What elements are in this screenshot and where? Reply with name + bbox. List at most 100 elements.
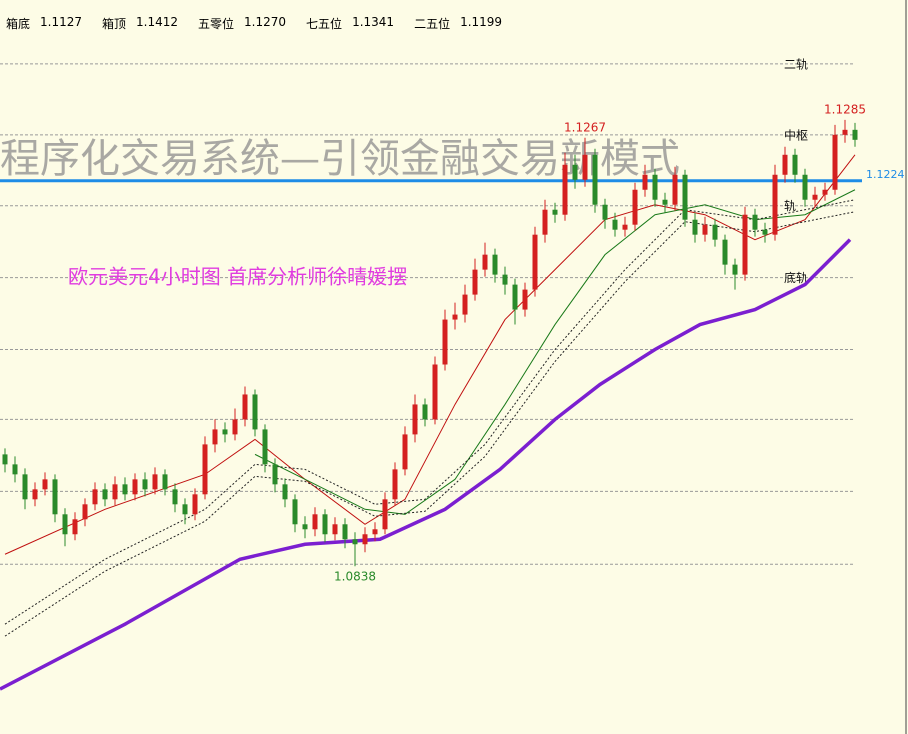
level-label: 底轨 [784,270,808,285]
candle-body [622,224,628,230]
candle-body [72,519,78,535]
candle-body [402,434,408,470]
candle-body [372,529,378,535]
header-value: 1.1127 [40,15,83,29]
candle-body [752,214,758,230]
candle-body [12,464,18,475]
candle-body [832,134,838,190]
candle-body [262,429,268,465]
candle-body [92,489,98,505]
candle-body [202,444,208,495]
candle-body [682,174,688,220]
candle-body [142,479,148,490]
indicator-line [0,238,852,691]
candle-body [222,429,228,435]
price-label: 1.1224 [866,168,905,181]
candle-body [302,524,308,530]
candle-body [342,524,348,540]
indicator-line [4,211,856,637]
candle-body [432,364,438,420]
header-value: 1.1412 [136,15,179,29]
candle-body [562,164,568,215]
candle-body [642,174,648,190]
candle-body [162,474,168,490]
candle-body [462,294,468,315]
header-label: 二五位 [414,17,451,31]
candle-body [102,489,108,500]
candle-body [252,394,258,430]
candle-body [22,474,28,500]
candle-body [192,494,198,515]
candle-body [592,154,598,205]
price-annotation: 1.1267 [564,120,606,134]
candle-body [472,269,478,295]
candle-body [612,219,618,230]
candle-body [602,204,608,220]
header-label: 五零位 [198,17,235,31]
header-value: 1.1341 [352,15,395,29]
candle-body [272,464,278,485]
candle-body [532,234,538,290]
candle-body [812,194,818,200]
candle-body [212,429,218,445]
candle-body [172,489,178,505]
header-value: 1.1270 [244,15,287,29]
header: 箱底 1.1127 箱顶 1.1412 五零位 1.1270 七五位 1.1341 二五位 1.1… [6,15,512,32]
candle-body [152,474,158,490]
candle-body [822,189,828,195]
candle-body [122,484,128,495]
candle-body [322,514,328,535]
candle-body [292,499,298,525]
candle-body [132,479,138,495]
candle-body [632,189,638,225]
candle-body [382,499,388,530]
candle-body [782,154,788,175]
candle-body [582,154,588,180]
candle-body [2,454,8,465]
candle-body [722,239,728,265]
candle-body [52,479,58,515]
candle-body [762,229,768,235]
candle-body [672,174,678,205]
candle-body [732,264,738,275]
candle-body [792,154,798,175]
candle-body [652,174,658,200]
candle-body [702,224,708,235]
candle-body [422,404,428,420]
candle-body [442,319,448,365]
level-label: 中枢 [784,127,808,142]
candle-body [492,254,498,275]
candle-body [502,274,508,285]
candle-body [522,289,528,310]
price-annotation: 1.1285 [824,102,866,116]
candle-body [362,534,368,545]
header-label: 箱顶 [102,17,127,31]
indicator-line [4,154,856,555]
candle-body [332,524,338,535]
candle-body [42,479,48,490]
candle-body [412,404,418,435]
candle-body [352,539,358,545]
candle-body [802,174,808,200]
level-label: 轨 [784,199,796,213]
candle-body [282,484,288,500]
header-value: 1.1199 [460,15,503,29]
candle-body [572,164,578,180]
candle-body [692,219,698,235]
subtitle: 欧元美元4小时图 首席分析师徐晴媛摆 [68,265,407,289]
candle-body [242,394,248,420]
price-annotation: 1.0838 [334,570,376,584]
candle-body [662,199,668,205]
candle-body [312,514,318,530]
candle-body [552,209,558,215]
header-label: 七五位 [306,17,343,31]
candle-body [62,514,68,535]
watermark: 程序化交易系统—引领金融交易新模式 [0,136,680,182]
candle-body [842,129,848,135]
indicator-line [4,199,856,625]
candle-body [452,314,458,320]
candle-body [742,214,748,275]
candle-body [772,174,778,235]
